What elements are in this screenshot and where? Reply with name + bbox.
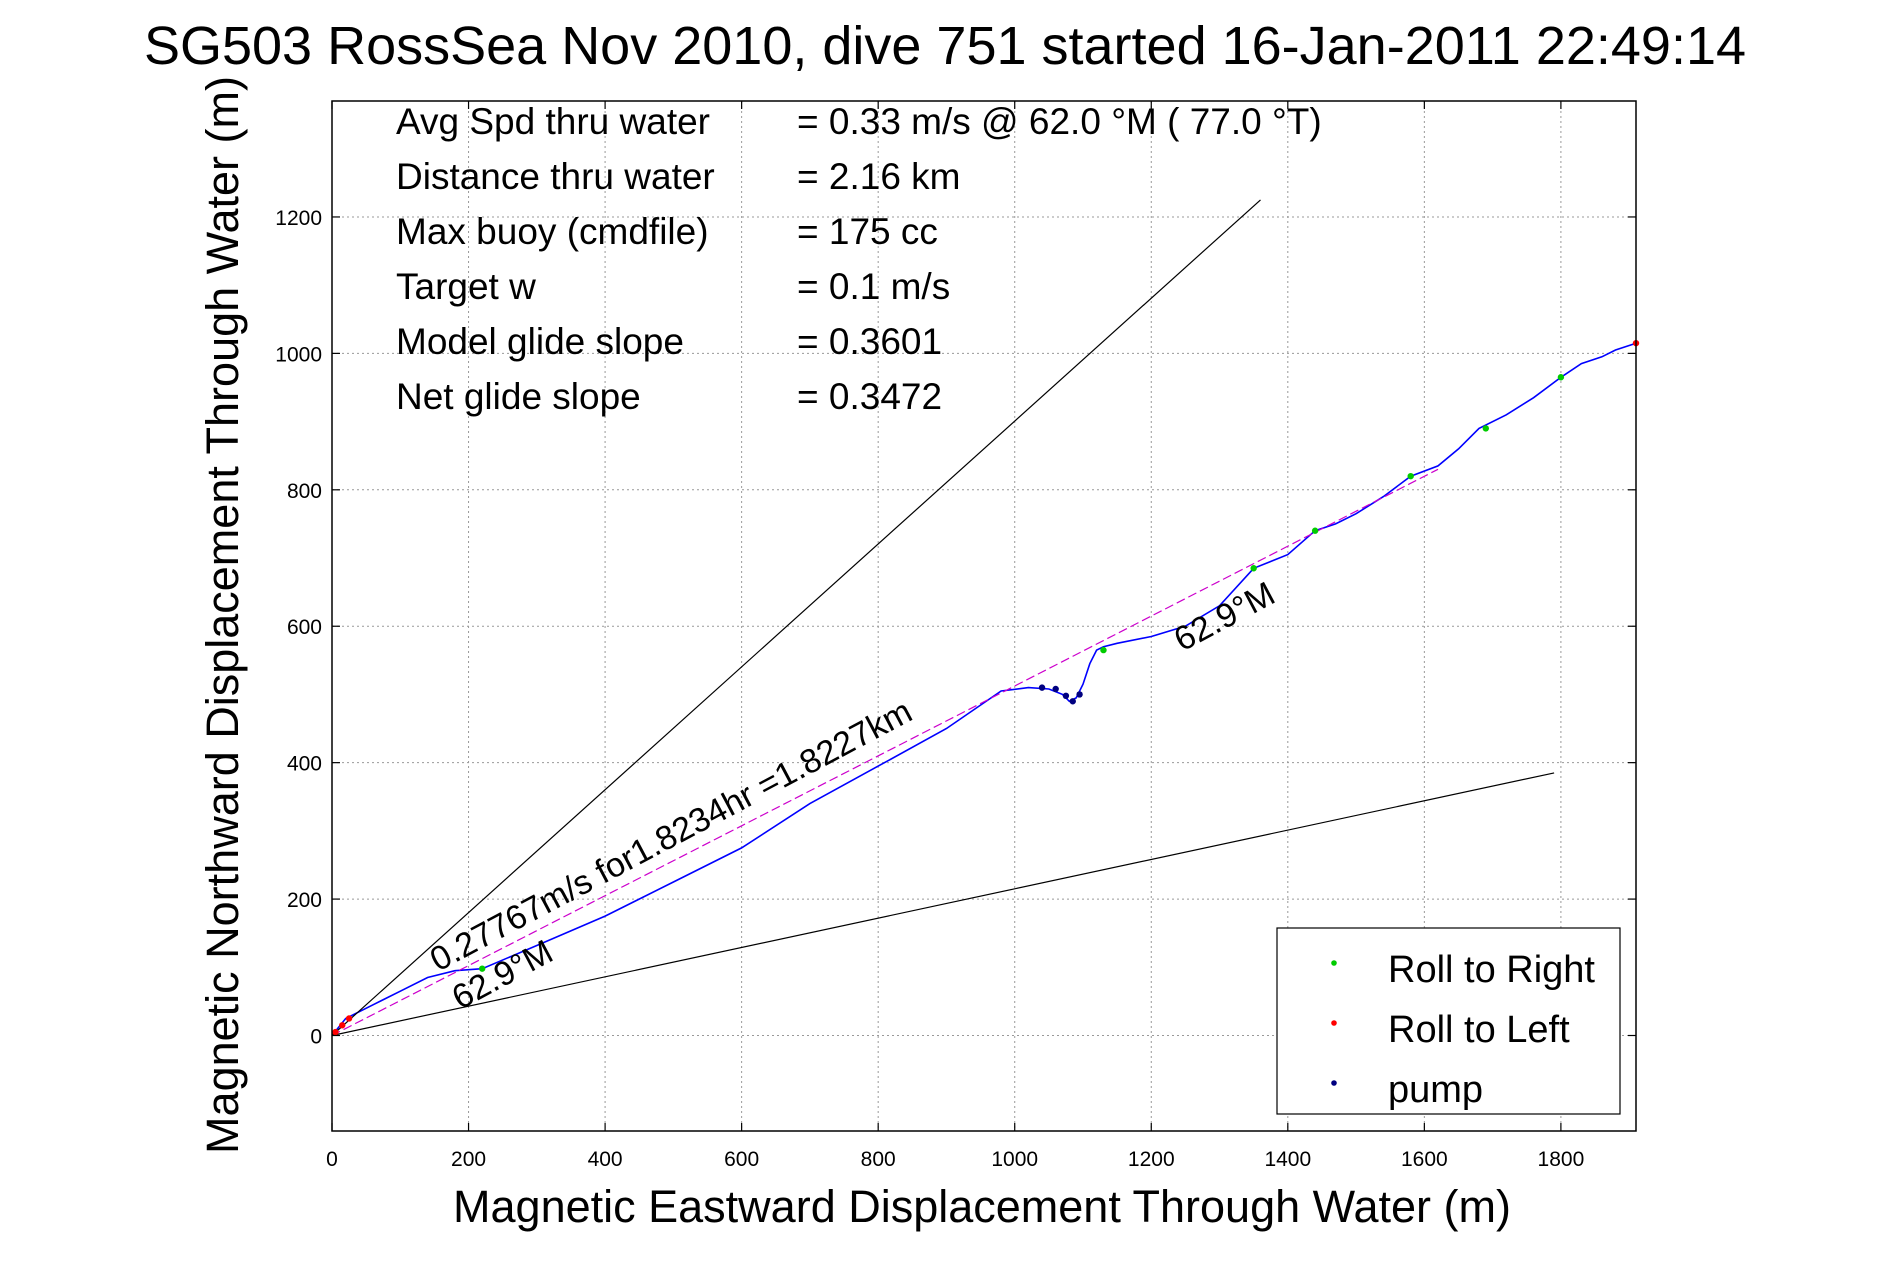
y-ticks: 0 200 400 600 800 1000 1200 xyxy=(275,207,1636,1049)
y-tick-label: 600 xyxy=(287,616,322,639)
glide-lower-line xyxy=(331,772,1555,1037)
info-block: Avg Spd thru water = 0.33 m/s @ 62.0 °M (… xyxy=(396,101,1322,417)
x-tick-label: 800 xyxy=(861,1148,896,1171)
info-value: = 175 cc xyxy=(797,211,938,252)
info-value: = 0.33 m/s @ 62.0 °M ( 77.0 °T) xyxy=(797,101,1322,142)
legend-label: pump xyxy=(1388,1069,1483,1111)
info-value: = 0.1 m/s xyxy=(797,266,950,307)
legend-marker xyxy=(1331,960,1337,966)
x-axis-label: Magnetic Eastward Displacement Through W… xyxy=(453,1181,1511,1232)
info-label: Target w xyxy=(396,266,536,307)
track-line xyxy=(331,342,1637,1037)
roll-left-point xyxy=(345,1015,353,1022)
pump-point xyxy=(1052,685,1059,693)
pump-point xyxy=(1062,692,1070,700)
roll-right-point xyxy=(1557,374,1565,381)
roll-right-point xyxy=(1407,472,1414,480)
axes-box xyxy=(331,100,1637,1132)
chart-title: SG503 RossSea Nov 2010, dive 751 started… xyxy=(144,16,1746,76)
roll-right-point xyxy=(478,965,486,972)
y-axis-label: Magnetic Northward Displacement Through … xyxy=(197,76,248,1154)
legend-label: Roll to Right xyxy=(1388,949,1595,991)
roll-left-point xyxy=(339,1022,346,1029)
roll-right-point xyxy=(1482,425,1490,432)
x-tick-label: 200 xyxy=(451,1148,486,1171)
info-value: = 2.16 km xyxy=(797,156,961,197)
fit-line xyxy=(331,468,1439,1037)
y-tick-label: 0 xyxy=(310,1026,322,1049)
info-label: Max buoy (cmdfile) xyxy=(396,211,709,252)
y-tick-label: 200 xyxy=(287,889,322,912)
info-value: = 0.3472 xyxy=(797,376,942,417)
x-tick-label: 400 xyxy=(588,1148,623,1171)
info-label: Model glide slope xyxy=(396,321,684,362)
roll-right-point xyxy=(1250,565,1257,572)
x-tick-label: 1800 xyxy=(1538,1148,1585,1171)
pump-point xyxy=(1038,684,1046,691)
info-label: Distance thru water xyxy=(396,156,715,197)
pump-point xyxy=(1069,698,1076,705)
info-value: = 0.3601 xyxy=(797,321,942,362)
y-tick-label: 400 xyxy=(287,753,322,776)
info-label: Avg Spd thru water xyxy=(396,101,710,142)
glide-upper-line xyxy=(331,199,1261,1036)
legend-label: Roll to Left xyxy=(1388,1009,1570,1051)
legend: Roll to Right Roll to Left pump xyxy=(1276,927,1621,1115)
pump-point xyxy=(1076,691,1083,698)
roll-right-point xyxy=(1100,646,1107,654)
x-ticks: 0 200 400 600 800 1000 1200 1400 1600 1800 xyxy=(326,101,1584,1171)
x-tick-label: 1200 xyxy=(1128,1148,1175,1171)
marker-layer xyxy=(332,339,1640,1036)
y-tick-label: 1200 xyxy=(275,207,322,230)
info-label: Net glide slope xyxy=(396,376,641,417)
roll-left-point xyxy=(332,1028,339,1036)
x-tick-label: 600 xyxy=(724,1148,759,1171)
x-tick-label: 1400 xyxy=(1264,1148,1311,1171)
legend-marker xyxy=(1331,1020,1337,1026)
x-tick-label: 0 xyxy=(326,1148,338,1171)
y-tick-label: 1000 xyxy=(275,343,322,366)
x-tick-label: 1000 xyxy=(991,1148,1038,1171)
legend-marker xyxy=(1331,1080,1337,1086)
y-tick-label: 800 xyxy=(287,480,322,503)
roll-right-point xyxy=(1311,527,1319,534)
series-layer xyxy=(331,199,1637,1037)
x-tick-label: 1600 xyxy=(1401,1148,1448,1171)
